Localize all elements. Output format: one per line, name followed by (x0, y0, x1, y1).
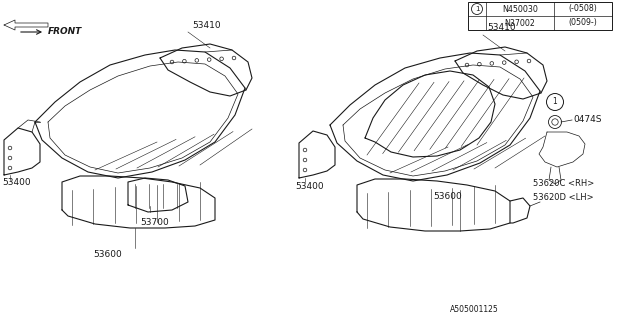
Text: 53410: 53410 (487, 23, 516, 32)
Text: 1: 1 (475, 6, 479, 12)
Text: 53600: 53600 (93, 250, 122, 259)
Text: (-0508): (-0508) (568, 4, 597, 13)
Bar (468, 2, 612, 30)
Text: (0509-): (0509-) (568, 19, 597, 28)
Text: N450030: N450030 (502, 4, 538, 13)
Text: 53400: 53400 (2, 178, 31, 187)
Text: 53700: 53700 (140, 218, 169, 227)
Text: N37002: N37002 (504, 19, 536, 28)
Text: 0474S: 0474S (573, 116, 602, 124)
Text: A505001125: A505001125 (450, 305, 499, 314)
Text: 53410: 53410 (192, 21, 221, 30)
Text: 53400: 53400 (295, 182, 324, 191)
Text: 53620C <RH>: 53620C <RH> (533, 180, 595, 188)
Text: 53600: 53600 (433, 192, 461, 201)
Text: 1: 1 (552, 98, 557, 107)
Text: 53620D <LH>: 53620D <LH> (533, 193, 594, 202)
Text: FRONT: FRONT (48, 28, 83, 36)
